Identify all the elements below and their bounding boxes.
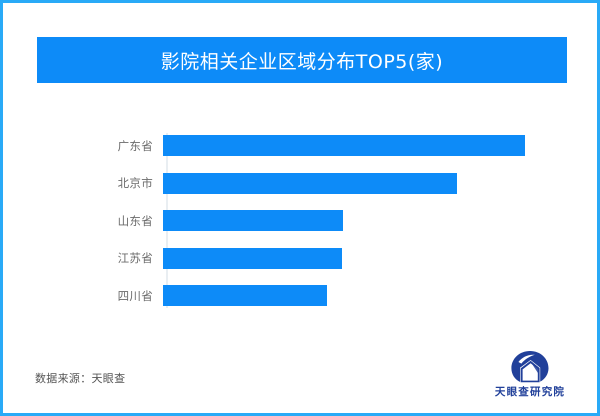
bar-fill[interactable]: [163, 210, 343, 232]
bar-row: 广东省: [37, 127, 567, 165]
bar-fill[interactable]: [163, 135, 526, 157]
bar-fill[interactable]: [163, 285, 328, 307]
bar-fill[interactable]: [163, 247, 342, 269]
bar-track: [161, 247, 567, 269]
bar-track: [161, 210, 567, 232]
bar-category-label: 广东省: [117, 138, 153, 153]
bar-track: [161, 172, 567, 194]
data-source-note: 数据来源：天眼查: [35, 372, 126, 385]
bar-track: [161, 285, 567, 307]
bar-category-label: 四川省: [117, 288, 153, 303]
page-title: 影院相关企业区域分布TOP5(家): [160, 50, 444, 73]
brand-logo-text: 天眼查研究院: [494, 386, 566, 398]
bar-chart: 广东省 北京市 山东省 江苏省: [37, 113, 567, 323]
bar-category-label: 江苏省: [117, 251, 153, 266]
bar-row: 北京市: [37, 165, 567, 203]
brand-logo-block: 天眼查研究院: [487, 349, 573, 399]
bar-row: 四川省: [37, 277, 567, 315]
eye-arrow-logo-icon: [511, 351, 549, 383]
bar-category-label: 山东省: [117, 213, 153, 228]
bar-rows: 广东省 北京市 山东省 江苏省: [37, 127, 567, 315]
bar-fill[interactable]: [163, 172, 457, 194]
bar-category-label: 北京市: [117, 176, 153, 191]
bar-track: [161, 135, 567, 157]
chart-title-banner: 影院相关企业区域分布TOP5(家): [37, 37, 567, 83]
bar-row: 江苏省: [37, 240, 567, 278]
bar-row: 山东省: [37, 202, 567, 240]
